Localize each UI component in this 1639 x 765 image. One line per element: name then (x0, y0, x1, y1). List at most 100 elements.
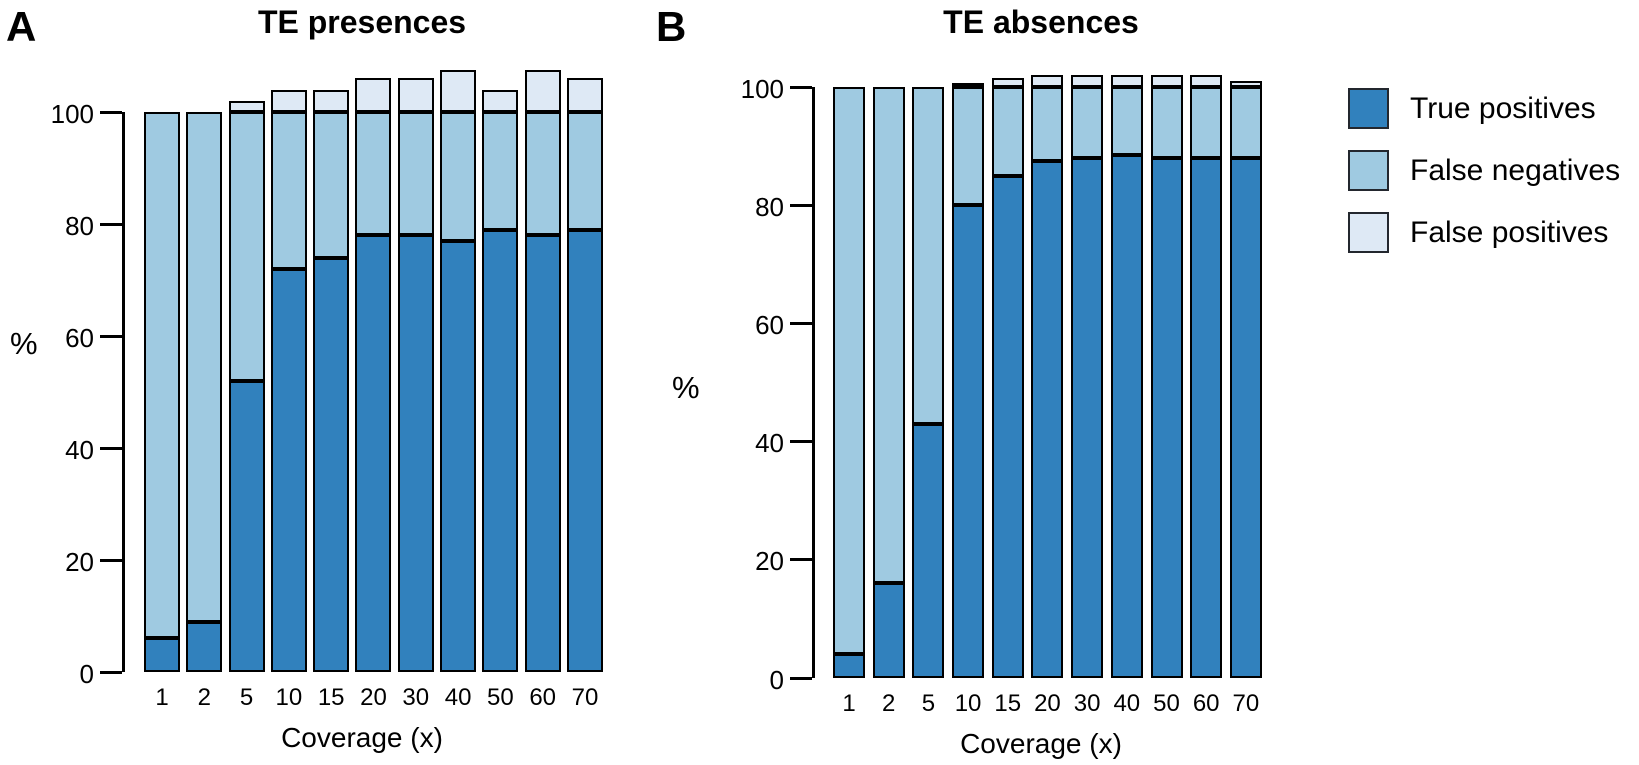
x-axis-tick-label: 60 (1192, 690, 1220, 717)
bar-coverage-5: 5 (228, 100, 265, 710)
panel-b-y-axis-label: % (672, 370, 700, 405)
x-axis-tick-label: 30 (1073, 690, 1101, 717)
y-axis-tick-label: 80 (65, 210, 94, 241)
x-axis-tick-label: 60 (529, 684, 557, 711)
bar-coverage-20: 20 (355, 78, 392, 710)
bar-segment-false-negatives (1071, 87, 1104, 158)
bar-segment-false-positives (482, 89, 519, 113)
legend-label: True positives (1410, 91, 1596, 125)
legend-item-true-positives: True positives (1348, 88, 1620, 129)
x-axis-tick-label: 1 (155, 684, 169, 711)
bar-segment-false-negatives (355, 112, 392, 236)
y-axis-tick-label: 40 (65, 434, 94, 465)
bar-segment-false-positives (440, 70, 477, 113)
bar-segment-true-positives (1150, 157, 1183, 678)
bar-segment-false-positives (1190, 75, 1223, 88)
bar-segment-false-negatives (1031, 87, 1064, 161)
bar-segment-true-positives (1071, 157, 1104, 678)
bar-segment-true-positives (355, 235, 392, 672)
legend: True positives False negatives False pos… (1348, 88, 1620, 274)
panel-a-corner-label: A (6, 3, 37, 50)
bar-coverage-5: 5 (912, 87, 945, 716)
x-axis-tick-label: 5 (921, 690, 936, 717)
panel-a-title: TE presences (257, 4, 467, 40)
y-axis-tick-label: 40 (755, 428, 784, 459)
bar-segment-true-positives (1031, 160, 1064, 678)
bar-segment-true-positives (144, 638, 180, 672)
bar-segment-true-positives (440, 240, 477, 672)
x-axis-tick-label: 50 (1153, 690, 1180, 717)
bar-segment-false-negatives (1110, 87, 1143, 155)
bar-segment-true-positives (270, 268, 307, 672)
panel-b-plot-area: 1 2 5 10 15 20 30 40 50 60 70 0 20 40 60 80 100 (741, 75, 1273, 716)
bar-segment-false-negatives (912, 87, 945, 424)
bar-coverage-20: 20 (1031, 75, 1064, 716)
y-axis-tick-label: 60 (65, 322, 94, 353)
bar-segment-true-positives (872, 583, 905, 678)
true-positives-swatch-icon (1348, 88, 1389, 129)
x-axis-tick-label: 70 (571, 684, 599, 711)
bar-coverage-70: 70 (566, 78, 603, 710)
panel-b-x-axis-label: Coverage (x) (960, 728, 1122, 759)
bar-coverage-60: 60 (1190, 75, 1223, 716)
bar-segment-true-positives (912, 423, 945, 678)
bar-coverage-50: 50 (1150, 75, 1183, 716)
bar-segment-true-positives (313, 257, 350, 672)
bar-coverage-70: 70 (1229, 81, 1262, 716)
bar-segment-false-positives (270, 89, 307, 113)
bar-segment-false-positives (1110, 75, 1143, 88)
y-axis-tick-100 (790, 85, 812, 89)
bar-segment-false-negatives (1190, 87, 1223, 158)
false-positives-swatch-icon (1348, 212, 1389, 253)
bar-segment-true-positives (1190, 157, 1223, 678)
bar-segment-false-positives (1229, 81, 1262, 88)
bar-segment-false-negatives (833, 87, 865, 655)
bar-coverage-60: 60 (524, 70, 561, 710)
panel-b-title: TE absences (943, 4, 1139, 40)
bar-segment-false-negatives (440, 112, 477, 241)
panel-b-corner-label: B (656, 3, 687, 50)
bar-coverage-2: 2 (186, 112, 223, 710)
y-axis-tick-label: 80 (755, 191, 784, 222)
bar-segment-false-positives (355, 78, 392, 113)
bar-segment-false-positives (1150, 75, 1183, 88)
y-axis-tick-80 (790, 203, 812, 207)
bar-coverage-40: 40 (440, 70, 477, 710)
x-axis-tick-label: 30 (402, 684, 430, 711)
bar-coverage-1: 1 (144, 112, 180, 710)
bar-segment-false-positives (228, 100, 265, 113)
legend-label: False negatives (1410, 153, 1621, 187)
bar-segment-false-negatives (1150, 87, 1183, 158)
y-axis-tick-label: 20 (65, 546, 94, 577)
bar-coverage-40: 40 (1110, 75, 1143, 716)
y-axis-tick-label: 0 (79, 658, 94, 689)
bar-coverage-10: 10 (952, 83, 985, 716)
y-axis-tick-60 (100, 334, 122, 338)
false-negatives-swatch-icon (1348, 150, 1389, 191)
bar-coverage-10: 10 (270, 89, 307, 710)
x-axis-tick-label: 15 (994, 690, 1022, 717)
panel-a-bars: 1 2 5 10 15 20 30 40 50 60 70 (125, 70, 605, 710)
bar-segment-false-negatives (397, 112, 434, 236)
bar-coverage-1: 1 (833, 87, 865, 716)
bar-segment-false-positives (991, 78, 1024, 88)
bar-coverage-50: 50 (482, 89, 519, 710)
bar-segment-false-negatives (186, 112, 223, 622)
legend-item-false-negatives: False negatives (1348, 150, 1620, 191)
x-axis-tick-label: 2 (197, 684, 211, 711)
y-axis-tick-label: 100 (50, 98, 94, 129)
bar-segment-false-negatives (313, 112, 350, 258)
x-axis-tick-label: 5 (239, 684, 254, 711)
bar-segment-true-positives (524, 235, 561, 672)
bar-segment-true-positives (482, 229, 519, 672)
bar-segment-false-negatives (872, 87, 905, 584)
bar-segment-true-positives (833, 654, 865, 678)
x-axis-tick-label: 40 (1113, 690, 1141, 717)
y-axis-tick-20 (100, 558, 122, 562)
bar-segment-false-negatives (524, 112, 561, 236)
y-axis-tick-label: 100 (740, 73, 784, 104)
bar-segment-true-positives (566, 229, 603, 672)
bar-segment-false-negatives (270, 112, 307, 269)
y-axis-tick-label: 60 (755, 309, 784, 340)
